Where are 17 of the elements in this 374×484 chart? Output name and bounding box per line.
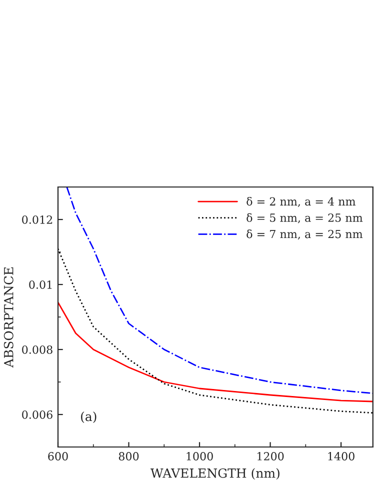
- y-axis-title: ABSORPTANCE: [4, 267, 14, 368]
- y-tick-label: 0.01: [29, 280, 52, 289]
- legend-label: δ = 7 nm, a = 25 nm: [246, 230, 363, 240]
- x-tick-label: 800: [118, 452, 139, 460]
- y-tick-label: 0.012: [22, 215, 52, 224]
- x-tick-label: 1000: [186, 452, 213, 460]
- y-tick-label: 0.006: [22, 410, 52, 419]
- legend-label: δ = 5 nm, a = 25 nm: [246, 213, 363, 224]
- y-tick-label: 0.008: [22, 345, 52, 354]
- annotation: (a): [81, 412, 96, 423]
- x-tick-label: 1400: [328, 452, 354, 460]
- line-series: [66, 187, 373, 394]
- legend-label: δ = 2 nm, a = 4 nm: [246, 196, 356, 207]
- x-tick-label: 1200: [257, 452, 284, 460]
- x-tick-label: 600: [48, 452, 68, 460]
- line-series: [58, 302, 373, 402]
- x-axis-title: WAVELENGTH (nm): [150, 468, 280, 480]
